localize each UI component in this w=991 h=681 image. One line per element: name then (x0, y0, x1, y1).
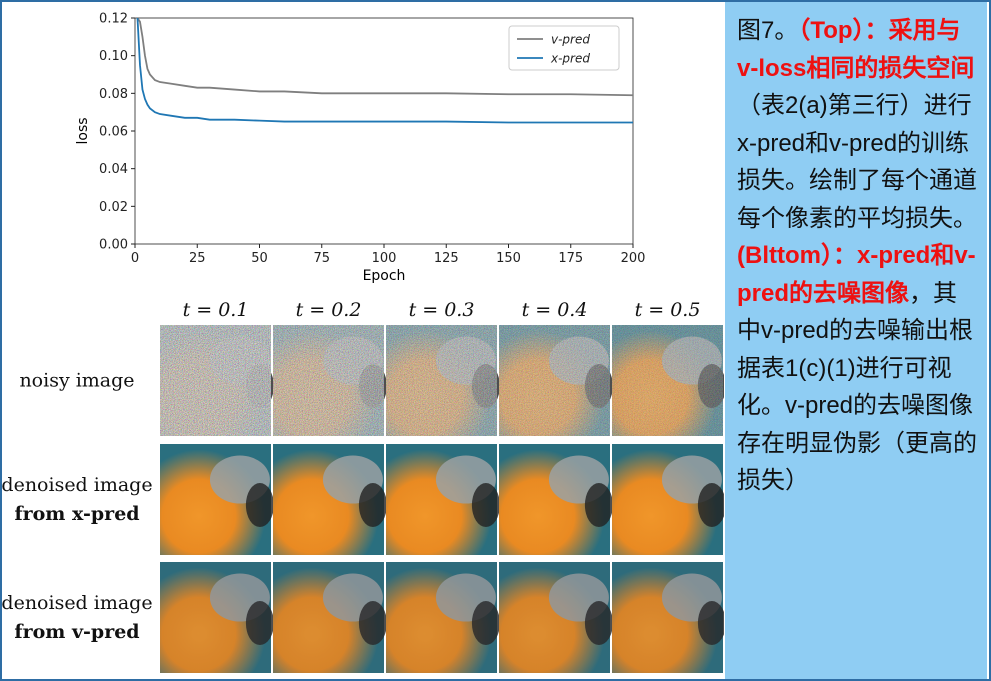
row-label: denoised image (2, 474, 153, 496)
x-tick-label: 100 (372, 251, 397, 266)
caption-segment: 图7。 (737, 17, 799, 44)
image-cell (273, 325, 387, 436)
artifact (499, 562, 610, 673)
parrot-beak (471, 483, 500, 528)
image-cell (160, 444, 274, 555)
noise (499, 325, 610, 436)
series-line (136, 18, 633, 97)
y-tick-label: 0.00 (99, 238, 128, 253)
image-cell (499, 325, 613, 436)
image-cell (612, 325, 724, 436)
legend-label: x-pred (550, 52, 590, 66)
parrot-beak (584, 483, 613, 528)
y-tick-label: 0.12 (99, 12, 128, 27)
legend-box (508, 25, 620, 71)
noise (273, 325, 384, 436)
image-cell (273, 562, 387, 673)
image-cell (160, 325, 274, 436)
artifact (612, 562, 723, 673)
image-cell (386, 562, 500, 673)
image-cell (273, 444, 387, 555)
row-label: from v-pred (14, 621, 139, 643)
caption-segment: （表2(a)第三行）进行x-pred和v-pred的训练损失。绘制了每个通道每个… (737, 92, 977, 232)
y-axis-label: loss (75, 117, 91, 144)
column-header: t = 0.4 (522, 299, 588, 321)
parrot-beak (697, 601, 724, 646)
noise (612, 325, 723, 436)
image-cell (612, 562, 724, 673)
row-label: denoised image (2, 592, 153, 614)
parrot-beak (358, 483, 387, 528)
x-tick-label: 25 (189, 251, 206, 266)
y-tick-label: 0.06 (99, 125, 128, 140)
row-label: noisy image (19, 370, 134, 392)
y-tick-label: 0.10 (99, 49, 128, 64)
image-cell (499, 444, 613, 555)
parrot-beak (245, 601, 274, 646)
parrot-beak (245, 483, 274, 528)
parrot-beak (697, 483, 724, 528)
parrot-beak (584, 601, 613, 646)
x-tick-label: 75 (313, 251, 330, 266)
column-header: t = 0.1 (183, 299, 249, 321)
caption: 图7。（Top）：采用与v-loss相同的损失空间 （表2(a)第三行）进行x-p… (725, 2, 987, 679)
x-tick-label: 0 (131, 251, 139, 266)
parrot-beak (358, 601, 387, 646)
x-tick-label: 50 (251, 251, 268, 266)
row-label: from x-pred (14, 503, 139, 525)
artifact (386, 562, 497, 673)
figure: 0.00 0.02 0.04 0.06 0.08 0.10 0.12 0 25 50 75 100 12… (2, 12, 724, 673)
parrot-beak (471, 601, 500, 646)
artifact (273, 562, 384, 673)
caption-segment: ，其中v-pred的去噪输出根据表1(c)(1)进行可视化。v-pred的去噪图… (737, 279, 977, 495)
column-header: t = 0.3 (409, 299, 475, 321)
image-cell (386, 444, 500, 555)
x-tick-label: 200 (621, 251, 646, 266)
x-axis-label: Epoch (363, 268, 406, 284)
series-line (136, 18, 633, 124)
caption-segment: (Blttom）：x-pred和v-pred的去噪图像 (737, 242, 976, 307)
image-cell (499, 562, 613, 673)
column-header: t = 0.2 (296, 299, 362, 321)
image-cell (160, 562, 274, 673)
image-cell (612, 444, 724, 555)
image-cell (386, 325, 500, 436)
noise (160, 325, 271, 436)
column-header: t = 0.5 (635, 299, 701, 321)
x-tick-label: 125 (434, 251, 459, 266)
y-tick-label: 0.04 (99, 162, 128, 177)
legend-label: v-pred (551, 33, 590, 47)
caption-segment: （Top）：采用与v-loss相同的损失空间 (737, 17, 975, 82)
x-tick-label: 175 (558, 251, 583, 266)
y-tick-label: 0.08 (99, 87, 128, 102)
x-tick-label: 150 (496, 251, 521, 266)
y-tick-label: 0.02 (99, 200, 128, 215)
artifact (160, 562, 271, 673)
noise (386, 325, 497, 436)
